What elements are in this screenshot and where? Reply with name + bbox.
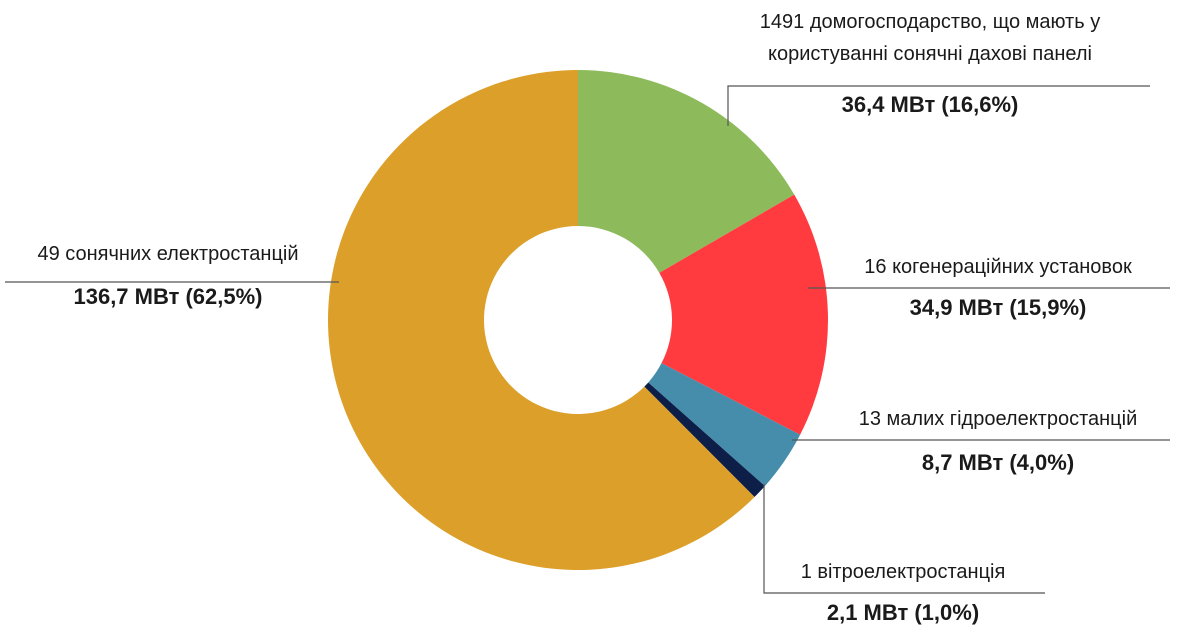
donut-slice-3 (648, 363, 801, 487)
value-label-2: 34,9 МВт (15,9%) (910, 295, 1087, 320)
category-label-1-line-1: 1491 домогосподарство, що мають у (760, 11, 1100, 33)
slice-labels: 1491 домогосподарство, що мають у користу… (37, 11, 1137, 625)
value-label-4: 2,1 МВт (1,0%) (827, 600, 979, 625)
category-label-2: 16 когенераційних установок (864, 256, 1132, 278)
category-label-5: 49 сонячних електростанцій (37, 243, 298, 265)
donut-slice-5 (328, 70, 755, 570)
leader-line-4 (763, 484, 1045, 594)
donut-slices (328, 70, 828, 570)
category-label-4: 1 вітроелектростанція (801, 561, 1006, 583)
value-label-1: 36,4 МВт (16,6%) (842, 92, 1019, 117)
value-label-5: 136,7 МВт (62,5%) (73, 284, 262, 309)
leader-line-1 (727, 85, 1150, 126)
category-label-1-line-2: користуванні сонячні дахові панелі (768, 43, 1092, 65)
donut-slice-2 (659, 194, 828, 435)
donut-slice-4 (644, 382, 765, 498)
donut-slice-1 (578, 70, 795, 273)
leader-lines (5, 85, 1170, 594)
value-label-3: 8,7 МВт (4,0%) (922, 450, 1074, 475)
category-label-3: 13 малих гідроелектростанцій (859, 408, 1138, 430)
